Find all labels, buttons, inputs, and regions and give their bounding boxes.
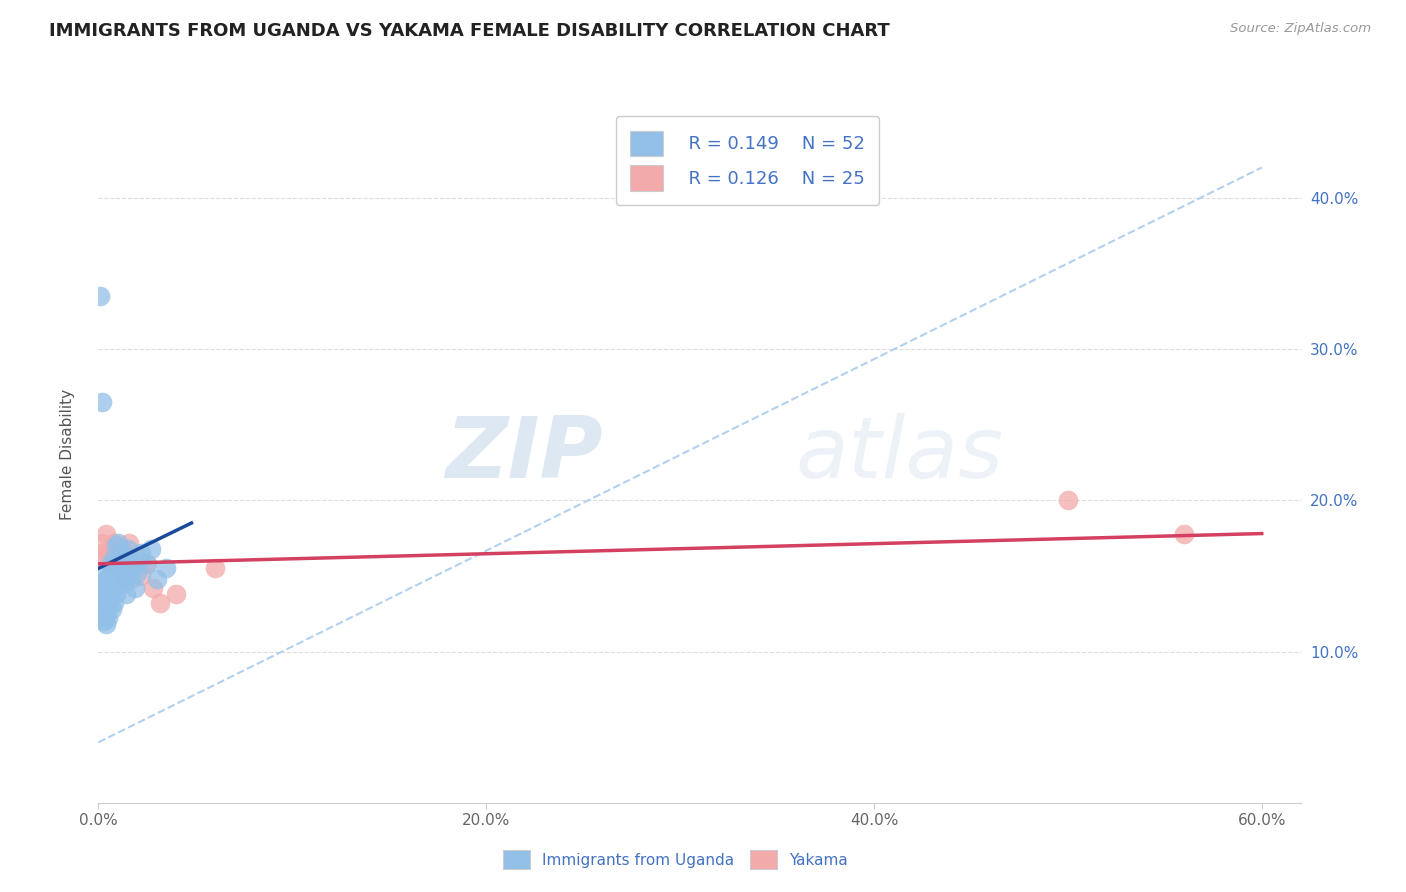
Point xyxy=(91,535,114,549)
Point xyxy=(96,526,118,541)
Point xyxy=(135,557,157,571)
Point xyxy=(118,550,141,565)
Point xyxy=(93,550,115,565)
Point xyxy=(98,557,121,571)
Y-axis label: Female Disability: Female Disability xyxy=(60,389,75,521)
Point xyxy=(89,569,111,583)
Point xyxy=(96,607,118,621)
Point xyxy=(107,535,129,549)
Point xyxy=(96,587,118,601)
Point xyxy=(103,561,125,575)
Point xyxy=(104,572,127,586)
Point xyxy=(89,546,111,560)
Point xyxy=(96,572,118,586)
Point xyxy=(122,557,145,571)
Point xyxy=(129,546,152,560)
Point xyxy=(135,557,157,571)
Point xyxy=(107,546,129,560)
Text: Source: ZipAtlas.com: Source: ZipAtlas.com xyxy=(1230,22,1371,36)
Point xyxy=(108,550,131,565)
Point xyxy=(103,535,125,549)
Point xyxy=(111,546,134,560)
Point xyxy=(97,611,120,625)
Point xyxy=(107,557,129,571)
Point xyxy=(127,566,149,580)
Point xyxy=(89,289,111,303)
Text: ZIP: ZIP xyxy=(446,413,603,497)
Text: atlas: atlas xyxy=(796,413,1004,497)
Point xyxy=(93,596,115,610)
Point xyxy=(108,572,131,586)
Point xyxy=(128,554,150,568)
Point xyxy=(1057,493,1080,508)
Point xyxy=(104,587,127,601)
Point xyxy=(96,617,118,632)
Point xyxy=(93,615,115,629)
Point xyxy=(103,596,125,610)
Point xyxy=(111,561,134,575)
Text: IMMIGRANTS FROM UGANDA VS YAKAMA FEMALE DISABILITY CORRELATION CHART: IMMIGRANTS FROM UGANDA VS YAKAMA FEMALE … xyxy=(49,22,890,40)
Point xyxy=(93,576,115,591)
Point xyxy=(91,584,114,599)
Point xyxy=(149,596,172,610)
Point xyxy=(117,550,139,565)
Point xyxy=(127,550,149,565)
Point xyxy=(112,572,135,586)
Point xyxy=(117,541,139,556)
Point xyxy=(129,569,152,583)
Point xyxy=(139,541,162,556)
Legend: Immigrants from Uganda, Yakama: Immigrants from Uganda, Yakama xyxy=(496,845,855,875)
Point xyxy=(91,602,114,616)
Point xyxy=(107,576,129,591)
Point xyxy=(204,561,226,575)
Point xyxy=(142,581,165,595)
Point xyxy=(104,539,127,553)
Point xyxy=(165,587,187,601)
Point xyxy=(98,572,121,586)
Point xyxy=(155,561,177,575)
Point xyxy=(108,554,131,568)
Point xyxy=(114,587,136,601)
Point xyxy=(117,566,139,580)
Point xyxy=(111,541,134,556)
Point xyxy=(101,602,124,616)
Point xyxy=(122,561,145,575)
Point xyxy=(98,557,121,571)
Point xyxy=(101,566,124,580)
Point xyxy=(104,557,127,571)
Point xyxy=(101,584,124,599)
Point xyxy=(98,591,121,606)
Point xyxy=(91,395,114,409)
Point xyxy=(112,576,135,591)
Point xyxy=(89,591,111,606)
Point xyxy=(101,541,124,556)
Point xyxy=(145,572,167,586)
Point xyxy=(124,581,146,595)
Point xyxy=(118,535,141,549)
Point xyxy=(97,546,120,560)
Point xyxy=(114,557,136,571)
Point xyxy=(103,576,125,591)
Point xyxy=(120,572,142,586)
Point xyxy=(1173,526,1195,541)
Point xyxy=(103,550,125,565)
Point xyxy=(97,599,120,614)
Point xyxy=(97,581,120,595)
